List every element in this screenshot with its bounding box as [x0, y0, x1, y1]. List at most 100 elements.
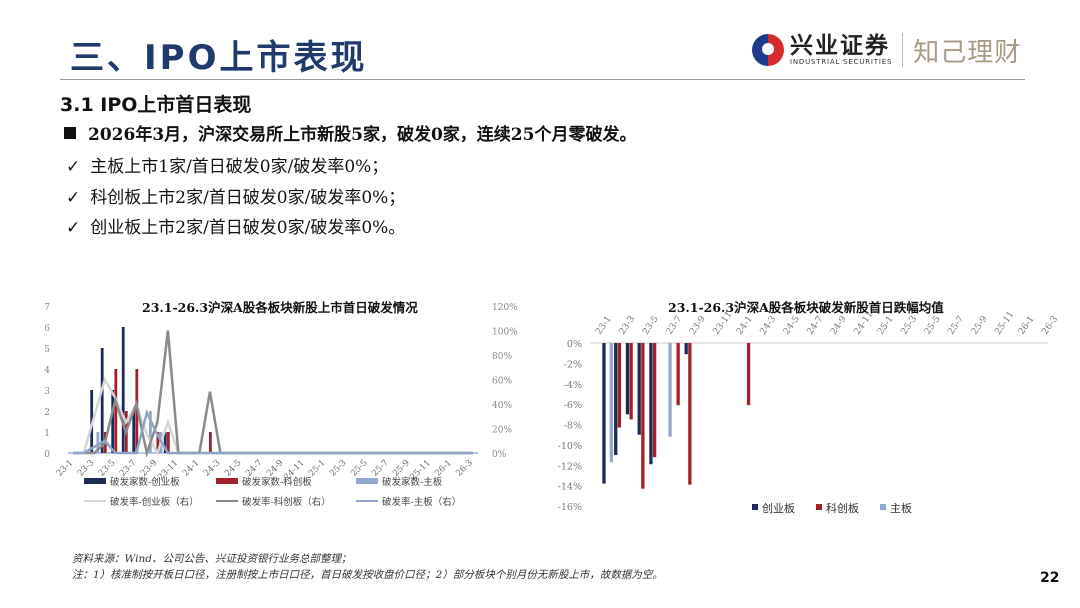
right-chart-title: 23.1-26.3沪深A股各板块破发新股首日跌幅均值 [668, 300, 944, 315]
industrial-securities-logo-icon [752, 34, 784, 66]
y-tick-label: 7 [44, 303, 50, 313]
checkmark-icon: ✓ [66, 188, 81, 208]
source-note: 资料来源：Wind、公司公告、兴证投资银行业务总部整理； [72, 553, 352, 565]
checkmark-icon: ✓ [66, 218, 81, 238]
x-tick-label: 25-9 [970, 314, 990, 337]
x-tick-label: 23-3 [76, 458, 97, 479]
rate-line [73, 408, 473, 455]
bar [163, 432, 167, 453]
logo-divider [902, 33, 904, 67]
x-tick-label: 24-3 [759, 314, 779, 337]
y-tick-label: 3 [44, 387, 50, 397]
y-tick-label: 0% [567, 339, 582, 350]
legend-label: 主板 [890, 501, 912, 515]
legend-label: 创业板 [762, 501, 795, 515]
bar [609, 343, 613, 463]
bar [100, 348, 104, 453]
x-tick-label: 23-1 [55, 458, 76, 479]
bar [209, 432, 212, 453]
x-tick-label: 25-7 [946, 314, 966, 337]
x-tick-label: 23-3 [618, 314, 638, 337]
x-tick-label: 23-7 [118, 458, 139, 479]
legend-swatch [356, 478, 378, 484]
x-tick-label: 25-3 [328, 458, 349, 479]
brand-name-cn: 兴业证券 [790, 32, 890, 59]
checkmark-icon: ✓ [66, 157, 81, 177]
check-item-text: 科创板上市2家/首日破发0家/破发率0%； [90, 188, 406, 208]
y-tick-label: 4 [44, 366, 50, 376]
x-tick-label: 24-7 [244, 458, 265, 479]
bar [668, 343, 672, 437]
legend-label: 破发家数-创业板 [110, 476, 180, 488]
page-title: 三、IPO上市表现 [70, 38, 368, 78]
check-item: ✓ 主板上市1家/首日破发0家/破发率0%； [66, 152, 388, 177]
y-right-tick-label: 120% [492, 303, 518, 313]
y-tick-label: 5 [44, 345, 50, 355]
x-tick-label: 23-7 [665, 314, 685, 337]
header-divider [60, 79, 1025, 80]
lead-text: 2026年3月，沪深交易所上市新股5家，破发0家，连续25个月零破发。 [88, 125, 637, 145]
y-tick-label: -8% [564, 421, 582, 432]
y-tick-label: -14% [558, 482, 582, 493]
x-tick-label: 26-3 [454, 458, 475, 479]
x-tick-label: 24-9 [829, 314, 849, 337]
sub-brand: 知己理财 [913, 37, 1022, 68]
bar [688, 343, 692, 485]
y-right-tick-label: 100% [492, 328, 518, 338]
x-tick-label: 23-1 [594, 314, 614, 336]
bar [641, 343, 645, 489]
x-tick-label: 25-3 [899, 314, 919, 337]
bar [637, 343, 641, 435]
y-tick-label: -10% [558, 441, 582, 452]
y-tick-label: 1 [44, 429, 50, 439]
square-bullet-icon [64, 127, 76, 139]
legend-swatch [84, 478, 106, 484]
x-tick-label: 24-5 [223, 458, 244, 479]
legend-swatch [752, 504, 758, 510]
check-item-text: 创业板上市2家/首日破发0家/破发率0%。 [90, 218, 406, 238]
y-tick-label: 0 [44, 450, 50, 460]
x-tick-label: 25-1 [876, 314, 896, 336]
x-tick-label: 24-11 [852, 310, 875, 337]
x-tick-label: 25-7 [370, 458, 391, 479]
x-tick-label: 24-7 [806, 314, 826, 337]
legend-label: 破发家数-主板 [382, 476, 443, 488]
section-heading: 3.1 IPO上市首日表现 [60, 94, 252, 116]
bar [132, 411, 136, 453]
x-tick-label: 25-5 [923, 314, 943, 337]
bar [149, 411, 152, 453]
y-tick-label: -12% [558, 461, 582, 472]
y-right-tick-label: 60% [492, 377, 512, 387]
bar [746, 343, 751, 406]
legend-swatch [880, 504, 886, 510]
y-right-tick-label: 20% [492, 426, 512, 436]
bar [121, 327, 125, 453]
x-tick-label: 23-5 [641, 314, 661, 337]
x-tick-label: 24-5 [782, 314, 802, 337]
brand-logo: 兴业证券 INDUSTRIAL SECURITIES 知己理财 [752, 30, 1021, 70]
lead-bullet: 2026年3月，沪深交易所上市新股5家，破发0家，连续25个月零破发。 [64, 120, 636, 145]
ipo-break-decline-chart: 0%-2%-4%-6%-8%-10%-12%-14%-16%23-1 23-3 23… [558, 310, 1060, 515]
bar [114, 369, 118, 453]
legend-swatch [216, 478, 238, 484]
legend-label: 破发家数-科创板 [242, 476, 312, 488]
x-tick-label: 24-1 [181, 458, 202, 479]
legend-label: 破发率-主板（右） [382, 496, 461, 508]
footnote: 注：1）核准制按开板日口径，注册制按上市日口径，首日破发按收盘价口径；2）部分板… [72, 569, 663, 581]
x-tick-label: 25-1 [307, 458, 328, 479]
x-tick-label: 23-9 [688, 314, 708, 337]
legend-label: 科创板 [826, 501, 859, 515]
check-item: ✓ 创业板上市2家/首日破发0家/破发率0%。 [66, 213, 405, 238]
legend-label: 破发率-科创板（右） [242, 496, 331, 508]
x-tick-label: 26-1 [1017, 314, 1037, 336]
bar [684, 343, 688, 355]
bar [617, 343, 622, 428]
x-tick-label: 23-5 [97, 458, 118, 479]
y-right-tick-label: 0% [492, 450, 507, 460]
bar [156, 432, 160, 453]
bar [625, 343, 630, 415]
brand-name-en: INDUSTRIAL SECURITIES [790, 58, 893, 66]
y-tick-label: -6% [564, 400, 582, 411]
bar [652, 343, 657, 458]
